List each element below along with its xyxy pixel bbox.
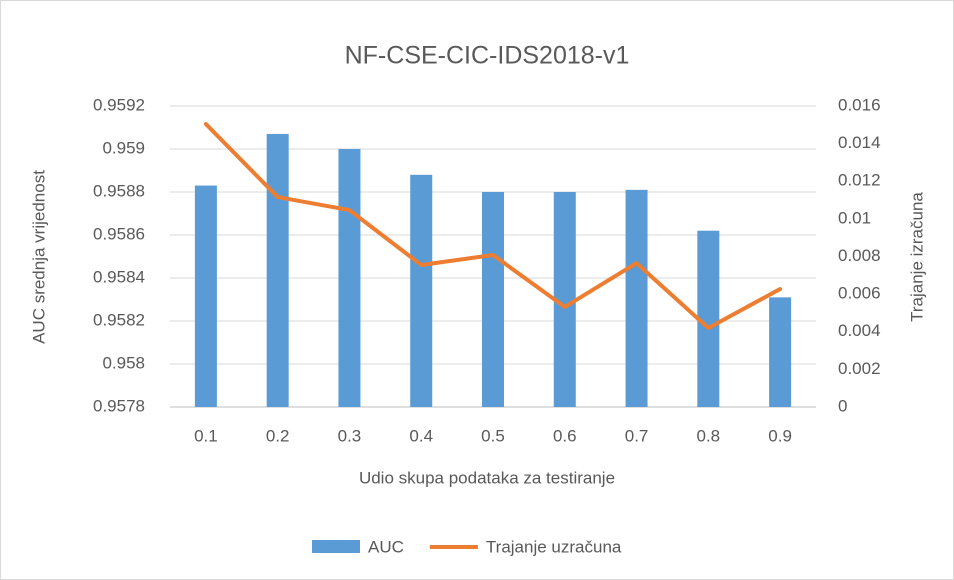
bar bbox=[553, 192, 576, 407]
y-axis-label: AUC srednja vrijednost bbox=[29, 170, 48, 344]
y2-tick-label: 0.002 bbox=[838, 359, 881, 378]
x-axis-label: Udio skupa podataka za testiranje bbox=[359, 468, 615, 487]
x-tick-label: 0.9 bbox=[768, 426, 792, 445]
x-tick-label: 0.1 bbox=[194, 426, 218, 445]
chart-title: NF-CSE-CIC-IDS2018-v1 bbox=[345, 42, 630, 70]
bar bbox=[625, 189, 648, 407]
x-tick-label: 0.2 bbox=[266, 426, 290, 445]
legend-label: AUC bbox=[368, 537, 404, 556]
y2-tick-label: 0.008 bbox=[838, 246, 881, 265]
y2-tick-label: 0.006 bbox=[838, 284, 881, 303]
bar bbox=[194, 185, 217, 407]
y-tick-label: 0.9586 bbox=[93, 224, 145, 243]
y-tick-label: 0.9578 bbox=[93, 396, 145, 415]
bar bbox=[482, 192, 504, 407]
bar bbox=[338, 149, 361, 407]
y-tick-label: 0.9582 bbox=[93, 310, 145, 329]
y2-tick-label: 0.01 bbox=[838, 208, 871, 227]
y-tick-label: 0.9584 bbox=[93, 267, 145, 286]
y-tick-label: 0.958 bbox=[102, 353, 145, 372]
y-tick-label: 0.959 bbox=[102, 138, 145, 157]
x-tick-label: 0.6 bbox=[553, 426, 577, 445]
x-tick-label: 0.8 bbox=[697, 426, 721, 445]
legend-label: Trajanje uzračuna bbox=[486, 537, 622, 556]
y-tick-label: 0.9588 bbox=[93, 181, 145, 200]
y2-tick-label: 0.014 bbox=[838, 133, 881, 152]
bar bbox=[769, 297, 792, 407]
y2-axis-label: Trajanje izračuna bbox=[907, 192, 926, 322]
bar bbox=[410, 174, 433, 407]
x-tick-label: 0.3 bbox=[338, 426, 362, 445]
y2-tick-label: 0.012 bbox=[838, 171, 881, 190]
line bbox=[203, 122, 783, 330]
x-tick-label: 0.5 bbox=[481, 426, 505, 445]
legend-swatch bbox=[312, 540, 360, 553]
y2-tick-label: 0.004 bbox=[838, 321, 881, 340]
x-tick-label: 0.4 bbox=[409, 426, 433, 445]
y2-tick-label: 0 bbox=[838, 396, 847, 415]
y-tick-label: 0.9592 bbox=[93, 95, 145, 114]
x-tick-label: 0.7 bbox=[625, 426, 649, 445]
bar bbox=[697, 230, 720, 407]
bar bbox=[266, 133, 289, 407]
y2-tick-label: 0.016 bbox=[838, 95, 881, 114]
